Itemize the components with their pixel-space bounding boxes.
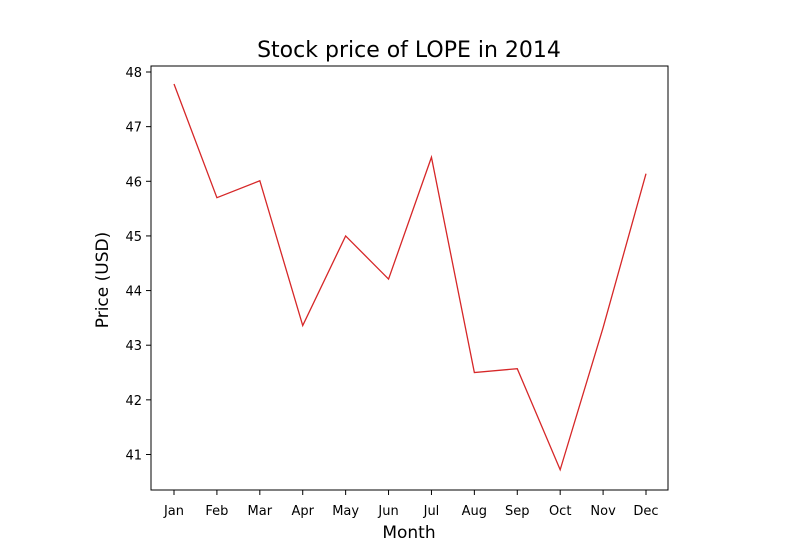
y-tick-label: 41 [125, 448, 142, 463]
y-tick-label: 44 [125, 285, 142, 300]
x-axis-label: Month [382, 523, 435, 543]
y-tick-label: 45 [125, 230, 142, 245]
x-tick-label: Jul [423, 504, 440, 519]
x-tick-label: Dec [633, 504, 658, 519]
y-tick-label: 48 [125, 66, 142, 81]
x-tick-label: Mar [248, 504, 273, 519]
y-axis-label: Price (USD) [93, 232, 113, 328]
x-tick-label: Oct [549, 504, 571, 519]
x-tick-label: Jan [163, 504, 184, 519]
x-tick-label: Nov [590, 504, 616, 519]
plot-area: 41 42 43 44 45 46 47 48 Jan Feb Mar Apr May Jun Jul Aug… [125, 65, 669, 519]
x-tick-label: May [332, 504, 359, 519]
y-tick-label: 43 [125, 339, 142, 354]
series-line [173, 83, 647, 472]
x-tick-label: Aug [462, 504, 487, 519]
chart-title: Stock price of LOPE in 2014 [257, 38, 561, 63]
plot-frame [150, 65, 669, 491]
x-tick-label: Apr [291, 504, 314, 519]
y-tick-label: 42 [125, 394, 142, 409]
x-tick-label: Sep [505, 504, 530, 519]
x-tick-label: Jun [377, 504, 398, 519]
y-tick-label: 46 [125, 175, 142, 190]
y-tick-label: 47 [125, 121, 142, 136]
x-tick-label: Feb [205, 504, 228, 519]
